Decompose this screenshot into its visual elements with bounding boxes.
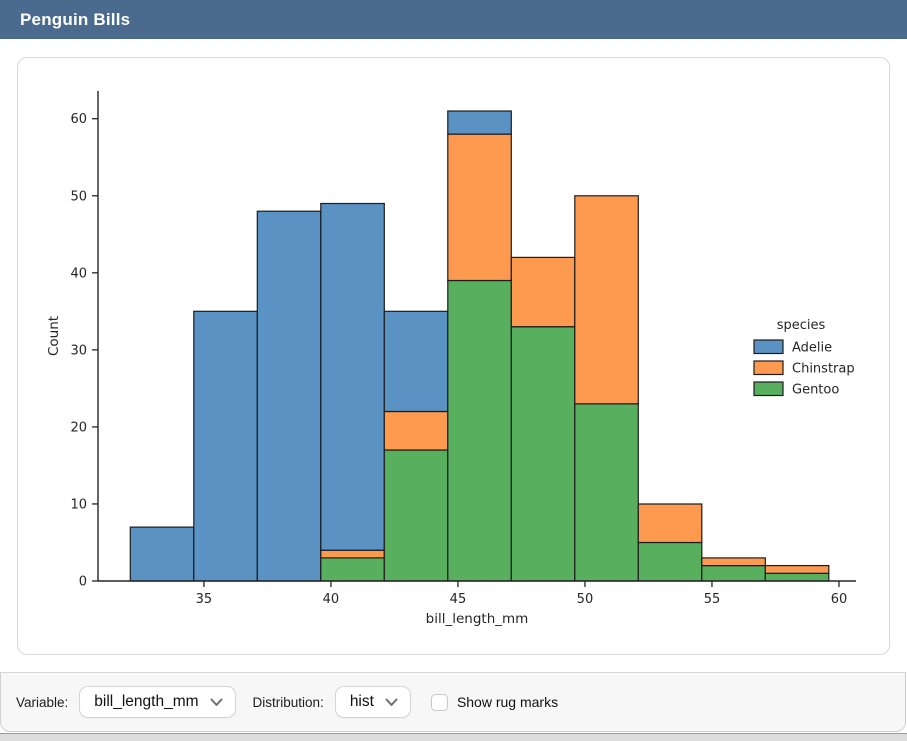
y-tick-label: 20 <box>70 420 87 435</box>
y-axis-label: Count <box>46 316 62 356</box>
legend-label-chinstrap: Chinstrap <box>792 362 855 377</box>
variable-label: Variable: <box>16 694 69 710</box>
title-bar: Penguin Bills <box>0 0 907 39</box>
axes: 35 40 45 50 55 60 0 10 20 30 40 50 60 bill_length_mm C… <box>46 91 856 627</box>
bar-segment-gentoo-bin6 <box>510 326 576 582</box>
bar-segment-chinstrap-bin10 <box>764 565 830 574</box>
x-tick-label: 55 <box>704 592 721 607</box>
bar-segment-chinstrap-bin8 <box>637 503 703 544</box>
bar-segment-adelie-bin4 <box>383 310 449 413</box>
legend-swatch-gentoo <box>753 381 784 397</box>
legend-title: species <box>777 318 826 333</box>
variable-select-value: bill_length_mm <box>94 693 199 710</box>
distribution-select-value: hist <box>349 693 374 710</box>
x-tick-label: 35 <box>196 592 213 607</box>
distribution-label: Distribution: <box>252 694 324 710</box>
distribution-select[interactable]: hist <box>334 686 411 718</box>
rug-checkbox-label: Show rug marks <box>456 694 559 710</box>
bar-segment-adelie-bin0 <box>129 526 195 582</box>
legend-label-adelie: Adelie <box>792 341 832 356</box>
legend-swatch-chinstrap <box>753 360 784 376</box>
bar-segment-adelie-bin5 <box>447 110 512 135</box>
bar-segment-chinstrap-bin5 <box>447 133 512 282</box>
legend-swatch-adelie <box>753 339 784 355</box>
bar-segment-adelie-bin1 <box>193 310 258 582</box>
x-axis-label: bill_length_mm <box>426 611 529 627</box>
y-tick-label: 50 <box>70 189 87 204</box>
bar-segment-gentoo-bin4 <box>383 449 449 582</box>
bar-segment-chinstrap-bin9 <box>701 557 766 567</box>
bar-segment-chinstrap-bin7 <box>574 195 639 405</box>
legend: species Adelie Chinstrap Gentoo <box>753 318 855 398</box>
bar-segment-gentoo-bin5 <box>447 279 512 582</box>
y-tick-label: 0 <box>79 575 87 590</box>
x-tick-label: 60 <box>831 592 848 607</box>
y-tick-label: 30 <box>70 343 87 358</box>
variable-select[interactable]: bill_length_mm <box>79 686 236 718</box>
page-title: Penguin Bills <box>20 9 131 29</box>
bar-segment-gentoo-bin9 <box>701 565 766 582</box>
bar-segment-chinstrap-bin4 <box>383 410 449 451</box>
chevron-down-icon <box>210 698 223 706</box>
bar-segment-gentoo-bin3 <box>320 557 385 582</box>
bar-segment-chinstrap-bin3 <box>320 549 385 559</box>
bar-segment-gentoo-bin8 <box>637 541 703 582</box>
y-tick-label: 10 <box>70 497 87 512</box>
bar-segment-chinstrap-bin6 <box>510 256 576 328</box>
window-bottom-edge <box>0 733 907 741</box>
chart-card: 35 40 45 50 55 60 0 10 20 30 40 50 60 bill_length_mm C… <box>17 57 890 655</box>
x-tick-label: 45 <box>450 592 467 607</box>
y-tick-label: 60 <box>70 112 87 127</box>
rug-checkbox[interactable] <box>430 693 448 711</box>
bar-segment-gentoo-bin10 <box>764 572 830 582</box>
controls-bar: Variable: bill_length_mm Distribution: h… <box>0 672 906 732</box>
bar-segment-gentoo-bin7 <box>574 403 639 582</box>
chevron-down-icon <box>385 698 398 706</box>
legend-label-gentoo: Gentoo <box>792 383 839 398</box>
x-tick-label: 50 <box>577 592 594 607</box>
bar-segment-adelie-bin3 <box>320 202 385 551</box>
bar-segment-adelie-bin2 <box>256 210 322 582</box>
penguin-histogram: 35 40 45 50 55 60 0 10 20 30 40 50 60 bill_length_mm C… <box>46 91 856 627</box>
y-tick-label: 40 <box>70 266 87 281</box>
histogram-bars <box>129 110 830 582</box>
x-tick-label: 40 <box>323 592 340 607</box>
